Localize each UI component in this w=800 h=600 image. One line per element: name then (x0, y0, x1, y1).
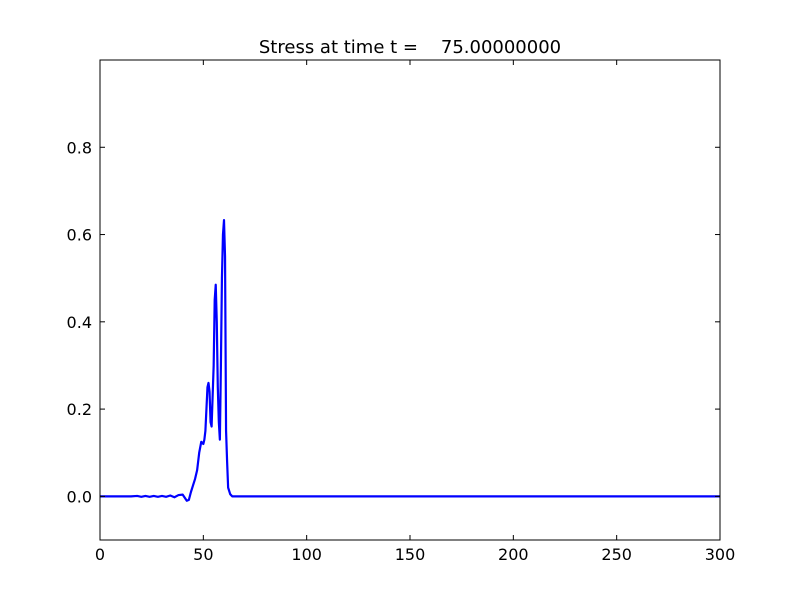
x-tick-label: 300 (705, 545, 736, 564)
chart-title: Stress at time t = 75.00000000 (259, 37, 561, 58)
x-tick-label: 100 (291, 545, 322, 564)
plot-frame (99, 59, 721, 541)
y-tick-label: 0.8 (67, 138, 92, 157)
x-tick-label: 50 (193, 545, 213, 564)
y-tick-label: 0.4 (67, 313, 92, 332)
x-tick-label: 0 (95, 545, 105, 564)
x-tick-label: 150 (395, 545, 426, 564)
data-line (100, 219, 720, 502)
y-tick-label: 0.2 (67, 400, 92, 419)
y-tick-label: 0.0 (67, 487, 92, 506)
x-tick-label: 200 (498, 545, 529, 564)
x-tick-label: 250 (601, 545, 632, 564)
y-tick-label: 0.6 (67, 226, 92, 245)
